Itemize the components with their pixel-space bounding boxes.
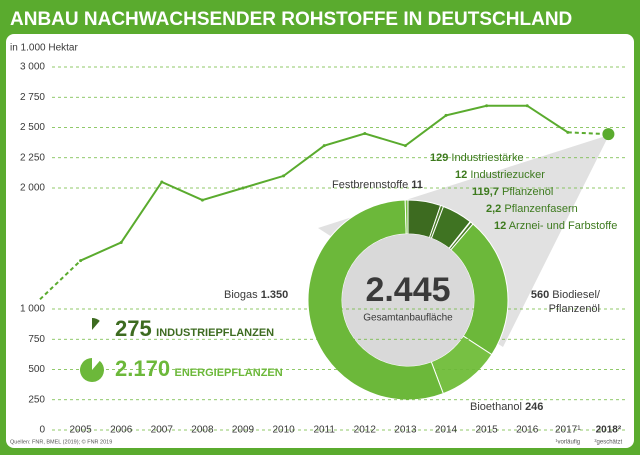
y-tick-label: 750 [28,334,45,345]
x-tick-label: 2015 [475,425,498,436]
x-tick-label: 2012 [354,425,377,436]
data-point [363,132,367,136]
slice-name: Pflanzenfasern [504,203,578,215]
slice-label: Bioethanol 246 [470,400,543,414]
line-series [39,259,82,301]
y-tick-label: 2 250 [20,152,45,163]
data-point [525,104,529,108]
data-point [485,104,489,108]
data-point [200,198,204,202]
donut-center [342,234,474,366]
x-tick-label: 2016 [516,425,539,436]
center-value: 2.445 [365,271,450,309]
slice-label: Biogas 1.350 [224,288,288,302]
data-point [444,113,448,117]
data-point [403,144,407,148]
y-tick-label: 3 000 [20,62,45,73]
group-name: INDUSTRIEPFLANZEN [156,327,275,339]
x-tick-label: 2009 [232,425,255,436]
group-legend: 2.170 ENERGIEPFLANZEN [115,356,283,382]
data-point [119,240,123,244]
slice-label: 119,7 Pflanzenöl [472,185,553,199]
slice-label: 12 Arznei- und Farbstoffe [494,219,617,233]
data-point [160,180,164,184]
slice-value: 129 [430,152,449,164]
center-label: Gesamtanbaufläche [363,313,453,324]
y-tick-label: 1 000 [20,304,45,315]
y-tick-label: 500 [28,364,45,375]
footnote: ¹vorläufig [555,440,580,446]
slice-value: 11 [411,179,423,191]
slice-value: 12 [494,220,507,232]
slice-value: 2,2 [486,203,502,215]
x-tick-label: 2017¹ [555,425,581,436]
y-tick-label: 2 750 [20,92,45,103]
slice-name: Biogas [224,289,258,301]
slice-value: 560 [530,289,550,301]
x-tick-label: 2014 [435,425,458,436]
data-point [322,144,326,148]
footnote: ²geschätzt [595,440,623,446]
slice-name: Pflanzenöl [501,186,554,198]
slice-name: Bioethanol [470,401,522,413]
source: Quellen: FNR, BMEL (2019); © FNR 2019 [10,438,112,445]
x-tick-label: 2013 [394,425,417,436]
x-tick-label: 2006 [110,425,133,436]
slice-name: Biodiesel/ Pflanzenöl [548,289,600,315]
slice-name: Festbrennstoffe [332,179,409,191]
group-icon [92,318,100,330]
slice-name: Arznei- und Farbstoffe [508,220,618,232]
group-value: 2.170 [115,356,171,381]
slice-value: 1.350 [260,289,289,301]
group-name: ENERGIEPFLANZEN [174,367,283,379]
data-point [79,259,83,263]
x-tick-label: 2018² [596,425,622,436]
slice-label: Festbrennstoffe 11 [332,178,423,192]
group-value: 275 [115,316,152,341]
unit-label: in 1.000 Hektar [10,43,78,54]
x-tick-label: 2005 [69,425,92,436]
donut-slice [404,199,409,235]
slice-label: 2,2 Pflanzenfasern [486,202,578,216]
group-icon [80,358,105,383]
group-legend: 275 INDUSTRIEPFLANZEN [115,316,274,342]
slice-name: Industriezucker [470,169,545,181]
slice-value: 119,7 [472,186,499,198]
data-point [282,174,286,178]
y-tick-label: 2 000 [20,183,45,194]
data-point [241,186,245,190]
x-tick-label: 2011 [313,425,335,436]
y-tick-label: 0 [39,425,45,436]
x-tick-label: 2010 [272,425,295,436]
slice-value: 246 [525,401,544,413]
x-tick-label: 2007 [151,425,174,436]
slice-name: Industriestärke [451,152,524,164]
y-tick-label: 250 [28,394,45,405]
chart-title: ANBAU NACHWACHSENDER ROHSTOFFE IN DEUTSC… [10,9,572,30]
slice-label: 12 Industriezucker [455,168,545,182]
slice-label: 129 Industriestärke [430,151,524,165]
y-tick-label: 2 500 [20,122,45,133]
data-point [602,128,615,141]
slice-label: 560 Biodiesel/ Pflanzenöl [510,288,600,316]
x-tick-label: 2008 [191,425,214,436]
slice-value: 12 [455,169,468,181]
data-point [566,130,570,134]
